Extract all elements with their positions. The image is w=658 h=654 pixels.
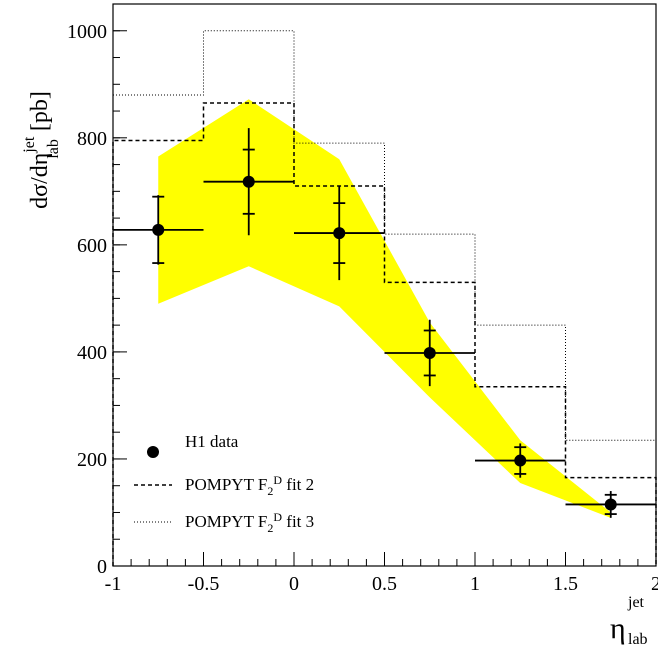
data-point bbox=[384, 319, 475, 387]
data-point bbox=[565, 491, 656, 518]
data-point bbox=[203, 128, 294, 236]
uncertainty-band-layer bbox=[158, 99, 611, 518]
y-tick-label: 0 bbox=[97, 556, 107, 578]
y-tick-label: 800 bbox=[77, 128, 107, 150]
data-point bbox=[294, 185, 385, 281]
legend-label-fit3: POMPYT F2D fit 3 bbox=[185, 510, 314, 535]
data-marker bbox=[242, 175, 255, 188]
x-axis-title-sup: jet bbox=[627, 594, 645, 611]
data-point bbox=[475, 443, 566, 478]
y-axis-title-sub: lab bbox=[45, 139, 62, 159]
data-points-layer bbox=[113, 128, 656, 518]
y-tick-label: 600 bbox=[77, 235, 107, 257]
x-tick-label: 2 bbox=[651, 573, 658, 595]
legend-label-fit2: POMPYT F2D fit 2 bbox=[185, 473, 314, 498]
y-axis-title: dσ/dηjet lab [pb] bbox=[21, 91, 62, 209]
legend-label-h1: H1 data bbox=[185, 432, 239, 451]
legend-entry-fit2: POMPYT F2D fit 2 bbox=[134, 473, 314, 498]
x-tick-label: -0.5 bbox=[188, 573, 220, 595]
y-tick-label: 400 bbox=[77, 342, 107, 364]
x-axis-title: η jet lab bbox=[610, 594, 648, 648]
legend-entry-h1-data: H1 data bbox=[147, 432, 239, 458]
x-axis-title-main: η bbox=[610, 612, 626, 645]
legend-marker-h1 bbox=[147, 446, 159, 458]
data-marker bbox=[152, 223, 165, 236]
y-axis-title-prefix: dσ/dη bbox=[27, 153, 53, 209]
data-marker bbox=[333, 227, 346, 240]
y-axis-title-unit: [pb] bbox=[27, 91, 53, 131]
x-tick-label: 0.5 bbox=[372, 573, 397, 595]
data-marker bbox=[514, 454, 527, 467]
data-marker bbox=[423, 346, 436, 359]
histogram-layer bbox=[112, 30, 657, 566]
x-tick-label: 0 bbox=[289, 573, 299, 595]
legend: H1 data POMPYT F2D fit 2 POMPYT F2D fit … bbox=[134, 432, 314, 535]
y-tick-label: 1000 bbox=[67, 21, 107, 43]
data-marker bbox=[604, 498, 617, 511]
x-tick-label: -1 bbox=[105, 573, 122, 595]
histogram-fit2 bbox=[112, 102, 657, 566]
data-point bbox=[113, 195, 204, 265]
y-tick-label: 200 bbox=[77, 449, 107, 471]
x-tick-label: 1 bbox=[470, 573, 480, 595]
ticks-layer: -1 -0.5 0 0.5 1 1.5 2 0 200 400 600 800 1000 bbox=[67, 3, 658, 595]
uncertainty-band bbox=[158, 99, 611, 518]
x-axis-title-sub: lab bbox=[628, 631, 648, 648]
x-tick-label: 1.5 bbox=[553, 573, 578, 595]
y-axis-title-sup: jet bbox=[21, 136, 38, 154]
legend-entry-fit3: POMPYT F2D fit 3 bbox=[134, 510, 314, 535]
